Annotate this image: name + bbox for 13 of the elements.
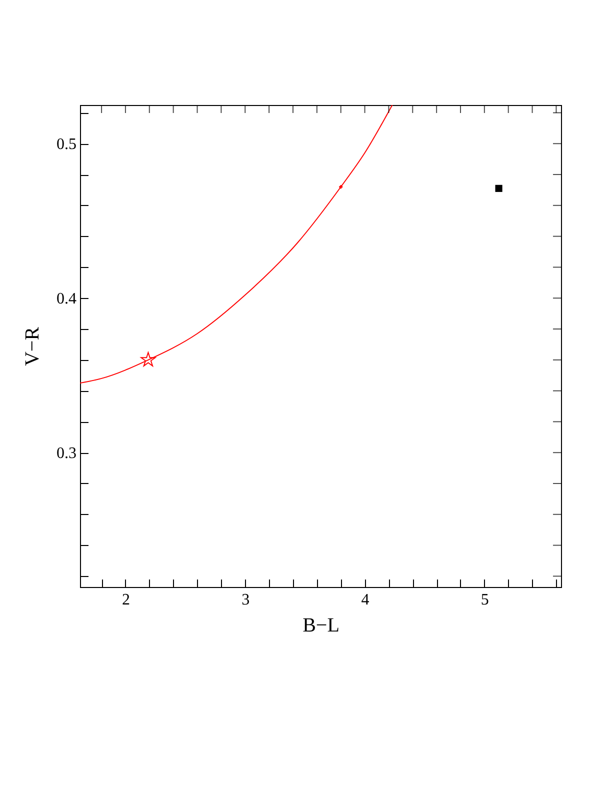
y-tick-label: 0.3 <box>56 445 76 462</box>
x-tick-label: 2 <box>122 592 130 608</box>
point <box>339 185 343 189</box>
y-axis-title: V−R <box>22 326 44 366</box>
line-series <box>80 105 393 384</box>
x-tick-label: 3 <box>242 592 250 608</box>
x-tick-label: 5 <box>480 592 489 608</box>
x-axis-title: B−L <box>302 614 340 636</box>
point <box>495 184 502 192</box>
x-tick-label: 4 <box>361 592 370 608</box>
y-tick-label: 0.5 <box>56 136 76 154</box>
y-tick-label: 0.4 <box>56 290 76 308</box>
point <box>140 352 156 366</box>
